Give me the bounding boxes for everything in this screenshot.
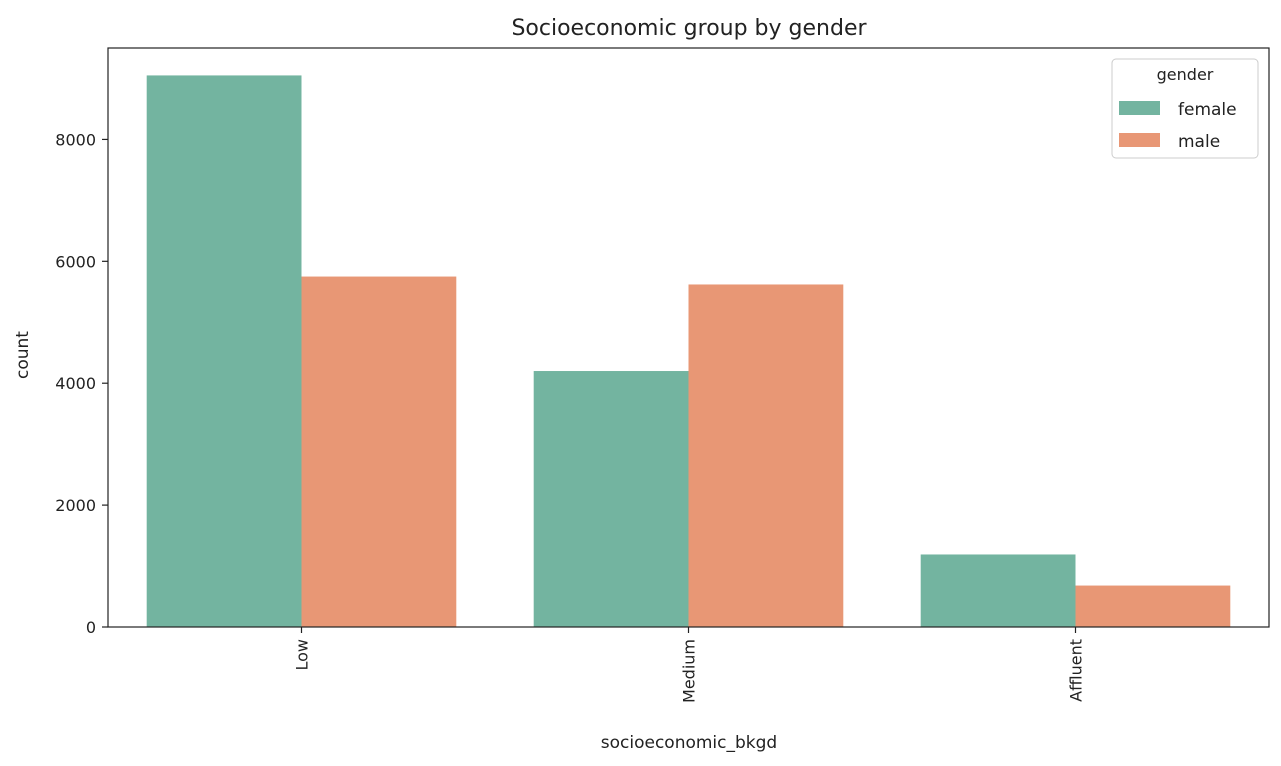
x-tick-label-low: Low <box>293 639 312 671</box>
y-tick-label-8000: 8000 <box>55 130 96 149</box>
bar-male-affluent <box>1075 585 1231 627</box>
legend: gender female male <box>1111 58 1259 159</box>
y-tick-label-4000: 4000 <box>55 374 96 393</box>
legend-swatch-female <box>1119 101 1160 115</box>
x-tick-label-affluent: Affluent <box>1067 639 1086 702</box>
legend-title: gender <box>1157 65 1214 84</box>
plot-frame <box>107 47 1270 628</box>
y-tick-label-6000: 6000 <box>55 252 96 271</box>
bar-male-medium <box>688 284 844 627</box>
bar-male-low <box>301 276 457 627</box>
x-axis-label: socioeconomic_bkgd <box>601 733 777 753</box>
x-tick-label-medium: Medium <box>680 639 699 703</box>
y-tick-label-0: 0 <box>86 618 96 637</box>
legend-swatch-male <box>1119 133 1160 147</box>
bar-female-low <box>146 75 302 627</box>
bar-female-medium <box>533 371 689 627</box>
legend-label-male: male <box>1178 132 1220 152</box>
y-tick-label-2000: 2000 <box>55 496 96 515</box>
bar-female-affluent <box>920 554 1076 627</box>
y-axis-label: count <box>13 331 33 379</box>
chart-title: Socioeconomic group by gender <box>511 16 867 41</box>
bars-layer <box>146 75 1231 627</box>
axes-layer: Low Medium Affluent 0 2000 4000 6000 8000 <box>55 47 1270 703</box>
legend-label-female: female <box>1178 100 1237 120</box>
